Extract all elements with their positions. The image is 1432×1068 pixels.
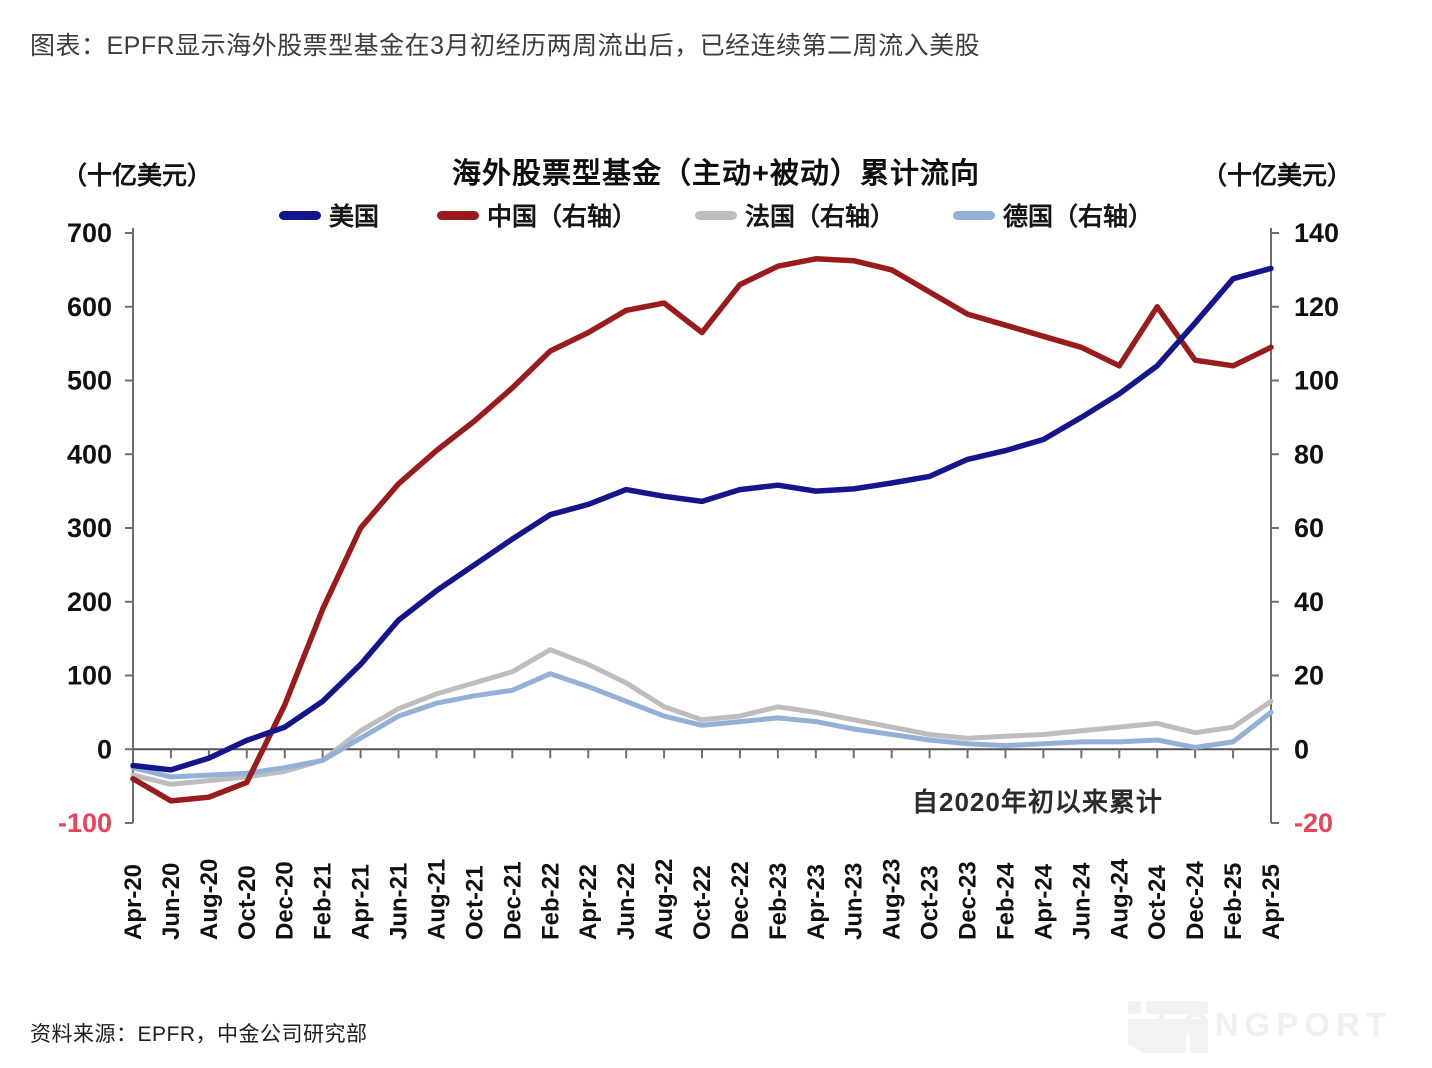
legend-item: 法国（右轴） xyxy=(695,197,895,233)
legend-label: 美国 xyxy=(328,203,379,231)
x-axis-tick-label: Feb-23 xyxy=(765,863,792,940)
x-axis-tick-label: Feb-24 xyxy=(992,862,1019,940)
x-axis-tick-label: Dec-20 xyxy=(272,861,299,940)
x-axis-tick-label: Feb-22 xyxy=(537,863,564,940)
x-axis-tick-label: Jun-23 xyxy=(841,863,868,940)
x-axis-tick-label: Jun-20 xyxy=(158,863,185,940)
page-title: 图表：EPFR显示海外股票型基金在3月初经历两周流出后，已经连续第二周流入美股 xyxy=(30,32,981,60)
legend-item: 美国 xyxy=(278,197,379,233)
right-axis-tick-label: 140 xyxy=(1294,218,1339,248)
left-axis-tick-label: 200 xyxy=(67,587,112,617)
legend-swatch-icon xyxy=(278,210,321,220)
x-axis-tick-label: Oct-22 xyxy=(689,865,716,940)
right-axis-tick-label: 100 xyxy=(1294,366,1339,396)
right-axis-unit-label: （十亿美元） xyxy=(1201,162,1352,190)
right-axis-tick-label: 80 xyxy=(1294,439,1324,469)
x-axis-tick-label: Apr-24 xyxy=(1030,863,1057,940)
x-axis-tick-label: Apr-23 xyxy=(803,864,830,940)
right-axis-tick-label: 40 xyxy=(1294,587,1324,617)
left-axis-tick-label: 100 xyxy=(67,661,112,691)
x-axis-tick-label: Oct-21 xyxy=(461,865,488,940)
series-line-中国（右轴） xyxy=(130,256,1274,804)
x-axis-tick-label: Aug-20 xyxy=(196,859,223,940)
x-axis-tick-label: Apr-25 xyxy=(1258,864,1285,940)
x-axis-tick-label: Jun-24 xyxy=(1068,862,1095,940)
right-axis-tick-label: -20 xyxy=(1294,808,1333,838)
right-axis-tick-label: 120 xyxy=(1294,292,1339,322)
left-axis-tick-label: 0 xyxy=(97,734,112,764)
chart-annotation: 自2020年初以来累计 xyxy=(912,787,1163,817)
x-axis-tick-label: Jun-21 xyxy=(386,863,413,940)
series-line-德国（右轴） xyxy=(130,671,1274,780)
left-axis-tick-label: 400 xyxy=(67,439,112,469)
right-axis-tick-label: 20 xyxy=(1294,661,1324,691)
x-axis-tick-label: Apr-22 xyxy=(575,864,602,940)
x-axis-tick-label: Apr-21 xyxy=(348,864,375,940)
legend-swatch-icon xyxy=(436,210,479,220)
legend-label: 法国（右轴） xyxy=(745,203,896,231)
left-axis-unit-label: （十亿美元） xyxy=(62,162,213,190)
x-axis-tick-label: Aug-24 xyxy=(1106,858,1133,940)
left-axis-tick-label: 500 xyxy=(67,366,112,396)
x-axis-tick-label: Feb-21 xyxy=(310,863,337,940)
x-axis-tick-label: Oct-23 xyxy=(917,865,944,940)
left-axis-tick-label: 600 xyxy=(67,292,112,322)
legend-swatch-icon xyxy=(695,210,737,220)
series-line-美国 xyxy=(130,265,1274,773)
legend-swatch-icon xyxy=(953,210,996,220)
x-axis-tick-label: Feb-25 xyxy=(1220,863,1247,940)
legend-label: 德国（右轴） xyxy=(1003,203,1154,231)
left-axis-tick-label: 700 xyxy=(67,218,112,248)
source-note: 资料来源：EPFR，中金公司研究部 xyxy=(30,1023,368,1046)
x-axis-tick-label: Aug-21 xyxy=(423,859,450,940)
legend-item: 德国（右轴） xyxy=(953,197,1153,233)
x-axis-tick-label: Jun-22 xyxy=(613,863,640,940)
x-axis-tick-label: Oct-20 xyxy=(234,865,261,940)
x-axis-tick-label: Dec-22 xyxy=(727,861,754,940)
right-axis-tick-label: 60 xyxy=(1294,513,1324,543)
longport-logo-icon xyxy=(1122,999,1208,1053)
x-axis-tick-label: Dec-23 xyxy=(955,861,982,940)
x-axis-tick-label: Aug-23 xyxy=(879,859,906,940)
x-axis-tick-label: Apr-20 xyxy=(120,864,147,940)
legend-item: 中国（右轴） xyxy=(436,197,637,233)
x-axis-tick-label: Aug-22 xyxy=(651,859,678,940)
x-axis-tick-label: Dec-24 xyxy=(1182,861,1209,940)
right-axis-tick-label: 0 xyxy=(1294,734,1309,764)
chart-title: 海外股票型基金（主动+被动）累计流向 xyxy=(452,158,980,190)
left-axis-tick-label: -100 xyxy=(58,808,112,838)
left-axis-tick-label: 300 xyxy=(67,513,112,543)
x-axis-tick-label: Oct-24 xyxy=(1144,865,1171,940)
x-axis-tick-label: Dec-21 xyxy=(499,861,526,940)
legend-label: 中国（右轴） xyxy=(486,203,637,231)
chart-legend: 美国 中国（右轴） 法国（右轴） 德国（右轴） xyxy=(0,197,1432,233)
brand-watermark: LONGPORT xyxy=(1122,995,1392,1055)
